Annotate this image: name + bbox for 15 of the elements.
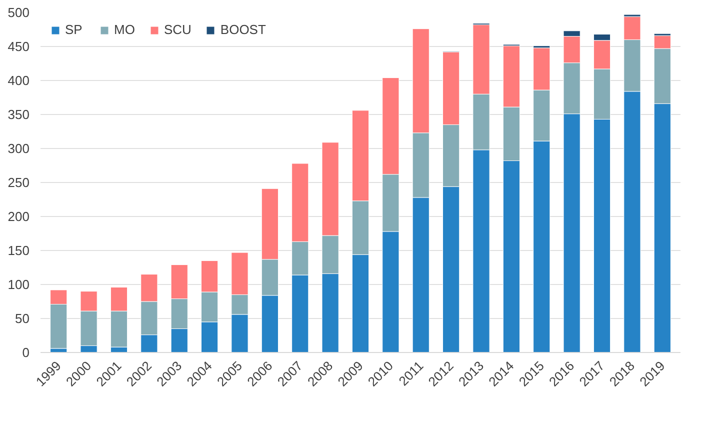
- y-tick-label: 300: [8, 141, 30, 156]
- y-tick-label: 250: [8, 175, 30, 190]
- y-tick-label: 450: [8, 39, 30, 54]
- y-tick-label: 350: [8, 107, 30, 122]
- y-tick-label: 400: [8, 73, 30, 88]
- y-tick-label: 150: [8, 243, 30, 258]
- legend-label: MO: [114, 22, 135, 37]
- legend-label: SP: [65, 22, 84, 37]
- y-tick-label: 200: [8, 209, 30, 224]
- y-tick-label: 100: [8, 277, 30, 292]
- y-tick-label: 0: [22, 345, 30, 360]
- y-tick-label: 500: [8, 5, 30, 20]
- legend-label: SCU: [164, 22, 192, 37]
- y-tick-label: 50: [15, 311, 30, 326]
- legend-label: BOOST: [220, 22, 266, 37]
